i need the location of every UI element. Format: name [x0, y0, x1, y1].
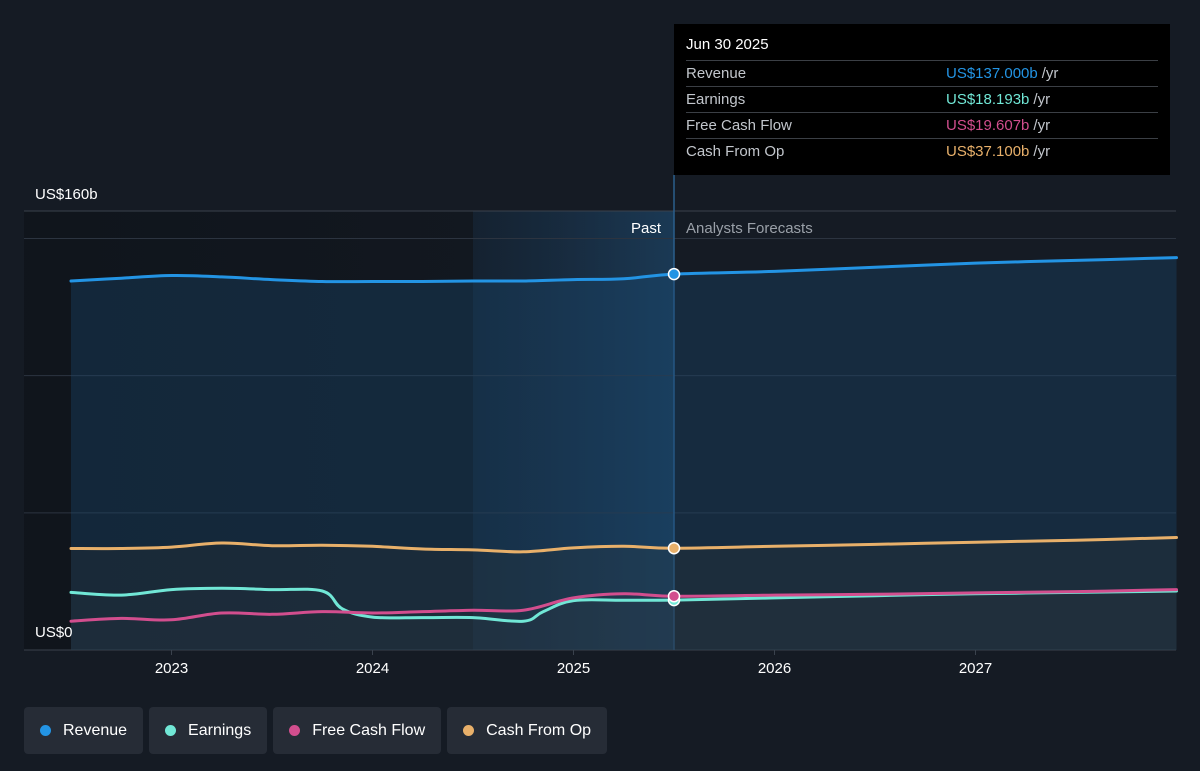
forecast-label: Analysts Forecasts [686, 220, 813, 237]
cash-from-op-marker [667, 541, 681, 555]
revenue-line [69, 256, 1178, 284]
legend-label: Free Cash Flow [312, 721, 426, 739]
legend-label: Revenue [63, 721, 128, 739]
legend-item-cash-from-op[interactable]: Cash From Op [447, 707, 608, 754]
tooltip-unit: /yr [1033, 91, 1051, 108]
free-cash-flow-area [71, 589, 1177, 650]
tooltip-row-cash-from-op: Cash From Op US$37.100b /yr [686, 138, 1158, 164]
legend-item-earnings[interactable]: Earnings [149, 707, 268, 754]
y-axis-top-label: US$160b [35, 186, 98, 203]
tooltip-label: Free Cash Flow [686, 117, 792, 134]
legend-item-revenue[interactable]: Revenue [24, 707, 144, 754]
free-cash-flow-line [69, 588, 1178, 623]
revenue-marker [667, 267, 681, 281]
tooltip-value: US$18.193b [946, 91, 1030, 108]
tooltip-value: US$37.100b [946, 143, 1030, 160]
legend-item-free-cash-flow[interactable]: Free Cash Flow [273, 707, 442, 754]
tooltip-label: Cash From Op [686, 143, 785, 160]
tooltip-date: Jun 30 2025 [686, 36, 769, 53]
revenue-area [71, 257, 1177, 650]
y-axis-bottom-label: US$0 [35, 624, 73, 641]
earnings-dot-icon [165, 725, 177, 736]
free-cash-flow-marker [667, 589, 681, 603]
tooltip-unit: /yr [1041, 65, 1059, 82]
tooltip-unit: /yr [1033, 117, 1051, 134]
earnings-area [71, 588, 1177, 650]
x-tick-label: 2023 [155, 660, 188, 677]
tooltip-row-revenue: Revenue US$137.000b /yr [686, 60, 1158, 86]
legend-label: Cash From Op [486, 721, 592, 739]
tooltip-value: US$19.607b [946, 117, 1030, 134]
revenue-dot-icon [40, 725, 51, 736]
x-tick-label: 2026 [758, 660, 791, 677]
tooltip-label: Earnings [686, 91, 746, 108]
tooltip-row-free-cash-flow: Free Cash Flow US$19.607b /yr [686, 112, 1158, 138]
legend: Revenue Earnings Free Cash Flow Cash Fro… [24, 707, 608, 754]
tooltip-panel: Jun 30 2025 Revenue US$137.000b /yr Earn… [674, 24, 1170, 175]
tooltip-unit: /yr [1033, 143, 1051, 160]
past-label: Past [631, 220, 662, 237]
cash-from-op-dot-icon [463, 725, 475, 736]
free-cash-flow-dot-icon [289, 725, 301, 736]
tooltip-label: Revenue [686, 65, 747, 82]
x-tick-label: 2024 [356, 660, 389, 677]
tooltip-row-earnings: Earnings US$18.193b /yr [686, 86, 1158, 112]
highlight-band [473, 211, 674, 650]
x-tick-label: 2025 [557, 660, 590, 677]
x-tick-label: 2027 [959, 660, 992, 677]
tooltip-value: US$137.000b [946, 65, 1038, 82]
cash-from-op-line [69, 536, 1178, 554]
legend-label: Earnings [188, 721, 252, 739]
